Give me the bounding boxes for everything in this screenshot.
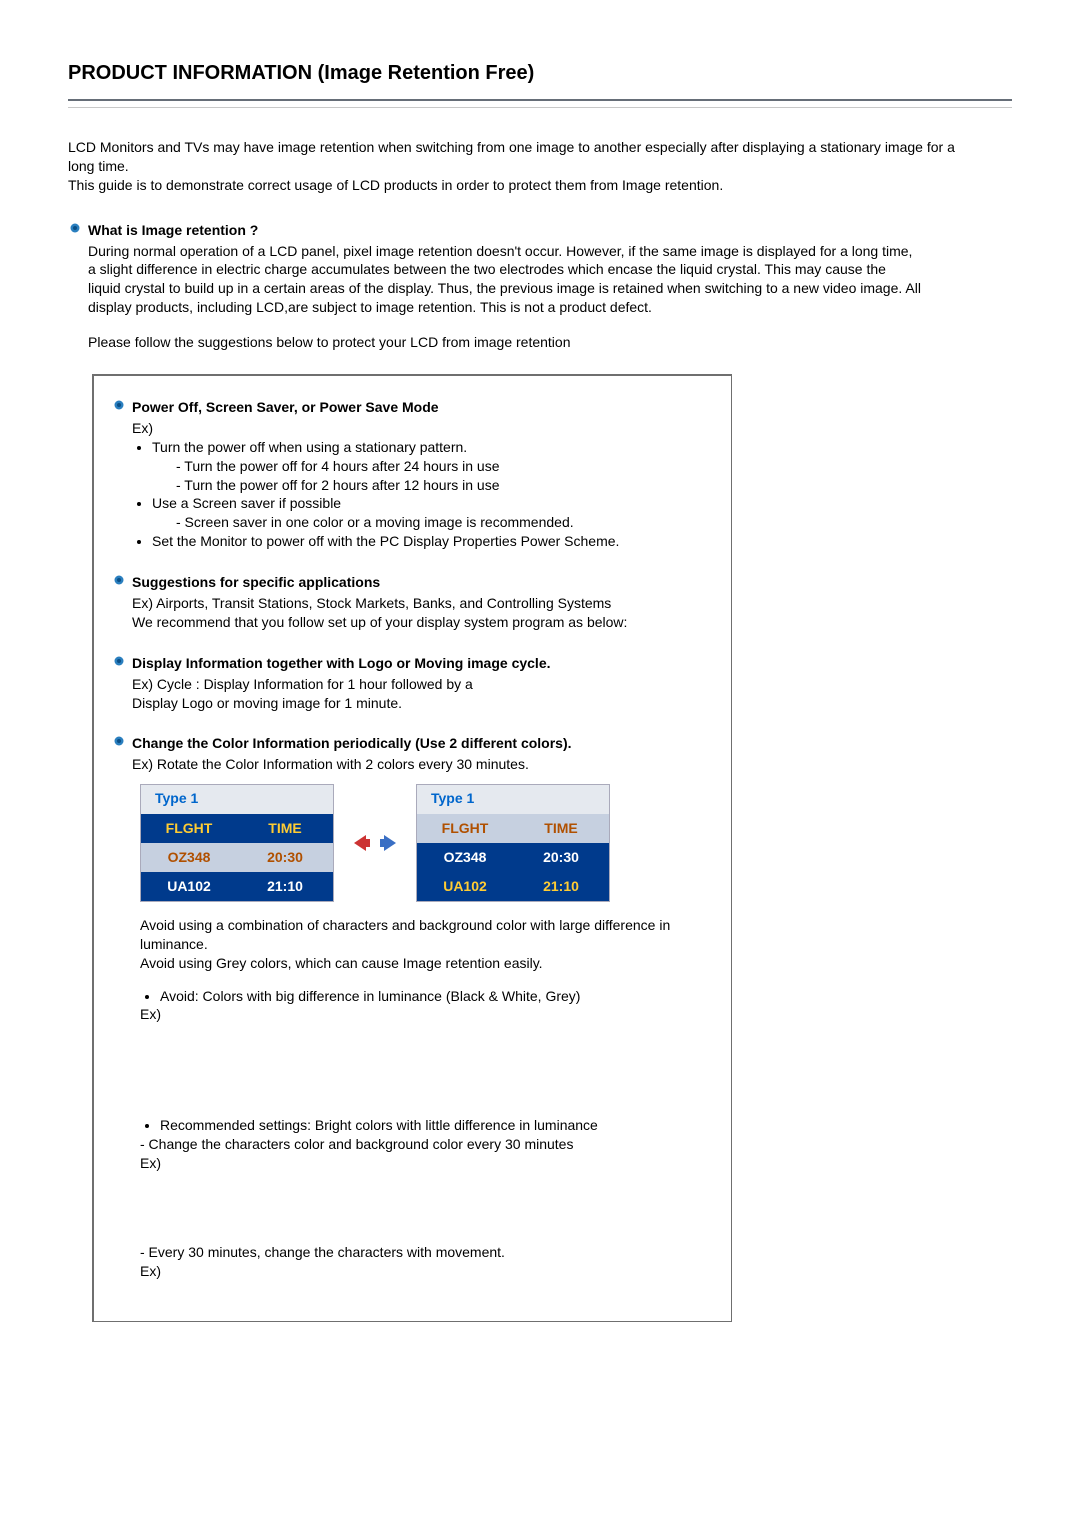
section-what-is: What is Image retention ? During normal …: [68, 221, 1012, 354]
bullet-icon: [112, 654, 132, 666]
ta-r2c2: 21:10: [237, 872, 333, 901]
recommend-l2: - Change the characters color and backgr…: [140, 1135, 713, 1154]
section-logo: Display Information together with Logo o…: [112, 654, 713, 713]
s2-b2a: - Screen saver in one color or a moving …: [152, 513, 689, 532]
tb-r2c2: 21:10: [513, 872, 609, 901]
tb-r1c1: OZ348: [417, 843, 513, 872]
s2-b1b: - Turn the power off for 2 hours after 1…: [152, 476, 689, 495]
rule-thin: [68, 107, 1012, 108]
table-b-label: Type 1: [417, 785, 609, 814]
movement-l1: - Every 30 minutes, change the character…: [140, 1243, 713, 1262]
s3-l2: We recommend that you follow set up of y…: [132, 613, 689, 632]
avoid-bullet: Avoid: Colors with big difference in lum…: [160, 987, 713, 1006]
ta-hdr2: TIME: [237, 814, 333, 843]
s2-b1-text: Turn the power off when using a stationa…: [152, 439, 467, 455]
s2-b1: Turn the power off when using a stationa…: [152, 438, 689, 495]
avoid-2: Avoid using Grey colors, which can cause…: [140, 954, 713, 973]
s5-title: Change the Color Information periodicall…: [132, 734, 689, 753]
tb-hdr1: FLGHT: [417, 814, 513, 843]
s1-follow: Please follow the suggestions below to p…: [88, 333, 922, 352]
table-a-label: Type 1: [141, 785, 333, 814]
page-title: PRODUCT INFORMATION (Image Retention Fre…: [68, 60, 1012, 87]
s4-title: Display Information together with Logo o…: [132, 654, 689, 673]
movement-ex: Ex): [140, 1262, 713, 1281]
ta-r2c1: UA102: [141, 872, 237, 901]
s1-body: During normal operation of a LCD panel, …: [88, 242, 922, 318]
avoid-1: Avoid using a combination of characters …: [140, 916, 713, 954]
s2-ex: Ex): [132, 419, 689, 438]
ta-hdr1: FLGHT: [141, 814, 237, 843]
recommend-bullet: Recommended settings: Bright colors with…: [160, 1116, 713, 1135]
s5-l1: Ex) Rotate the Color Information with 2 …: [132, 755, 689, 774]
section-power: Power Off, Screen Saver, or Power Save M…: [112, 398, 713, 551]
boxed-suggestions: Power Off, Screen Saver, or Power Save M…: [92, 374, 732, 1322]
s2-b3: Set the Monitor to power off with the PC…: [152, 532, 689, 551]
swap-arrows-icon: [352, 833, 398, 853]
flight-table-b: Type 1 FLGHT TIME OZ348 20:30 UA102 21:1…: [416, 784, 610, 902]
tb-r2c1: UA102: [417, 872, 513, 901]
tb-r1c2: 20:30: [513, 843, 609, 872]
s3-title: Suggestions for specific applications: [132, 573, 689, 592]
avoid-ex: Ex): [140, 1005, 713, 1024]
s4-l2: Display Logo or moving image for 1 minut…: [132, 694, 689, 713]
ta-r1c2: 20:30: [237, 843, 333, 872]
s3-l1: Ex) Airports, Transit Stations, Stock Ma…: [132, 594, 689, 613]
bullet-icon: [112, 398, 132, 410]
intro-p2: This guide is to demonstrate correct usa…: [68, 176, 972, 195]
s2-b1a: - Turn the power off for 4 hours after 2…: [152, 457, 689, 476]
bullet-icon: [112, 573, 132, 585]
s4-l1: Ex) Cycle : Display Information for 1 ho…: [132, 675, 689, 694]
bullet-icon: [68, 221, 88, 233]
color-example-tables: Type 1 FLGHT TIME OZ348 20:30 UA102 21:1…: [140, 784, 713, 902]
ta-r1c1: OZ348: [141, 843, 237, 872]
recommend-ex: Ex): [140, 1154, 713, 1173]
rule-thick: [68, 99, 1012, 101]
bullet-icon: [112, 734, 132, 746]
section-color: Change the Color Information periodicall…: [112, 734, 713, 774]
s1-title: What is Image retention ?: [88, 221, 922, 240]
s2-b2-text: Use a Screen saver if possible: [152, 495, 341, 511]
intro-block: LCD Monitors and TVs may have image rete…: [68, 138, 1012, 195]
section-apps: Suggestions for specific applications Ex…: [112, 573, 713, 632]
intro-p1: LCD Monitors and TVs may have image rete…: [68, 138, 972, 176]
s2-title: Power Off, Screen Saver, or Power Save M…: [132, 398, 689, 417]
tb-hdr2: TIME: [513, 814, 609, 843]
s2-b2: Use a Screen saver if possible - Screen …: [152, 494, 689, 532]
flight-table-a: Type 1 FLGHT TIME OZ348 20:30 UA102 21:1…: [140, 784, 334, 902]
